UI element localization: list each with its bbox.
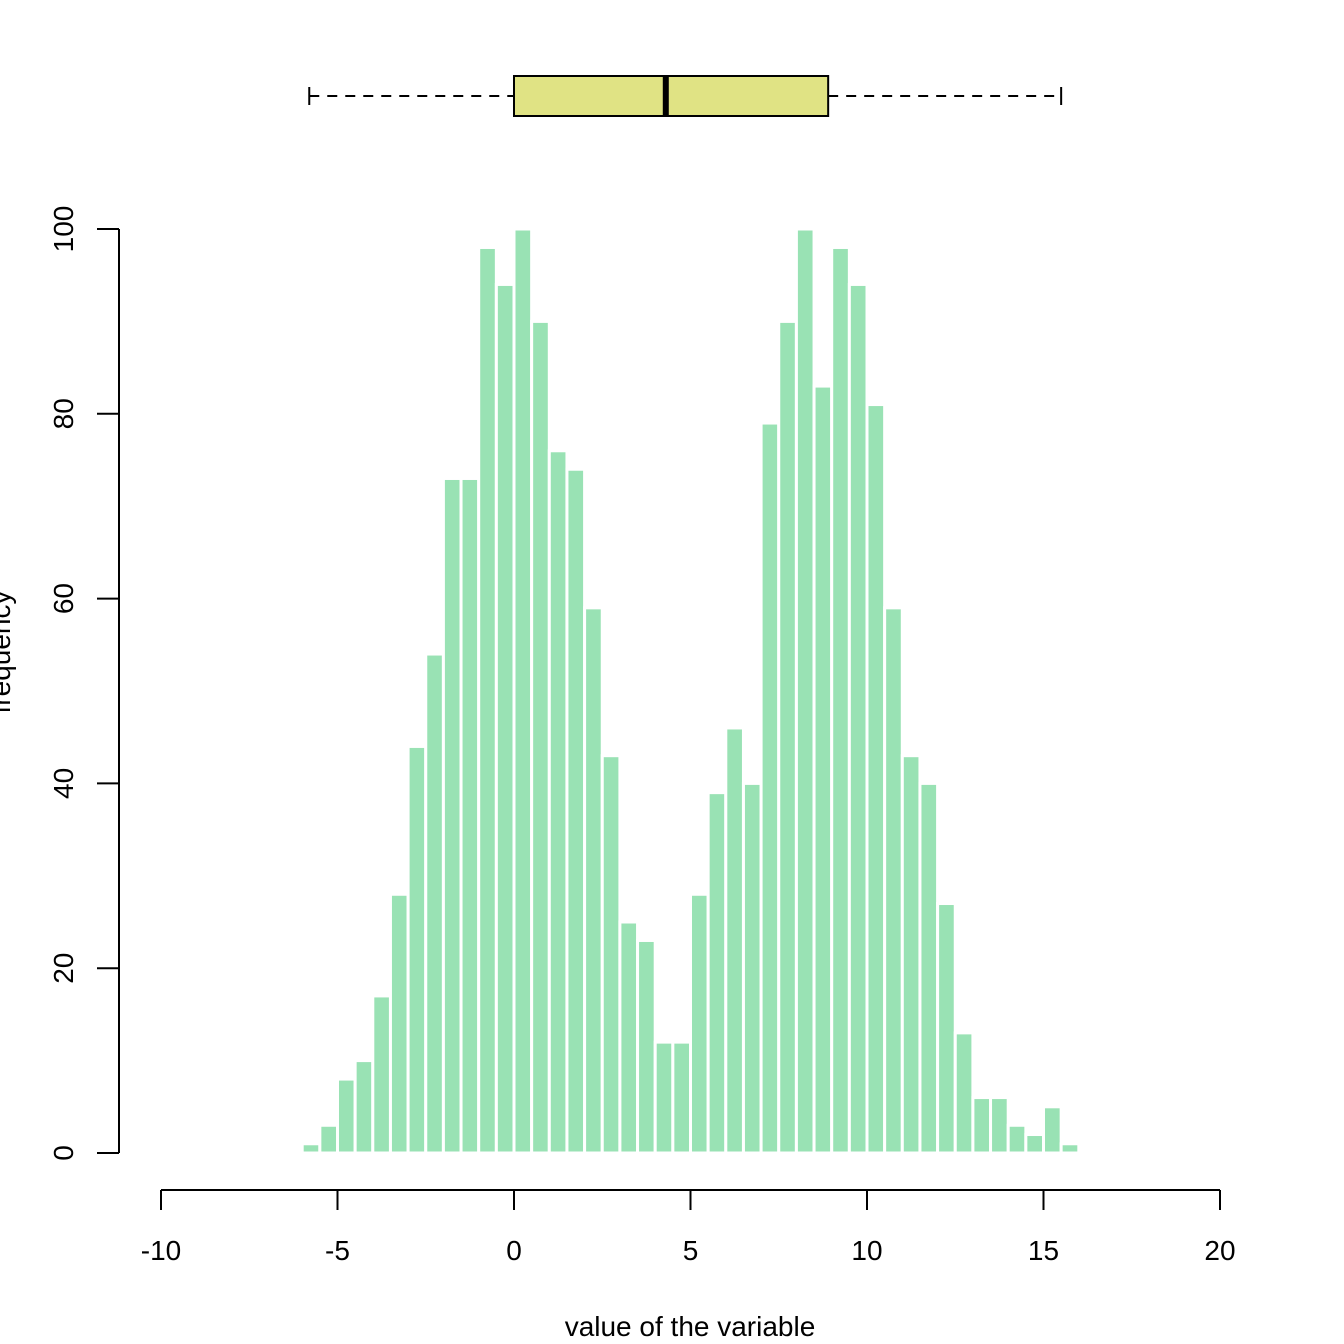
histogram-bar xyxy=(600,754,622,1155)
histogram-bar xyxy=(865,403,887,1155)
histogram-bar xyxy=(847,282,869,1155)
histogram-bar xyxy=(830,245,851,1155)
histogram-bar xyxy=(441,476,463,1155)
histogram-bar xyxy=(794,227,816,1155)
histogram-bar xyxy=(953,1031,975,1155)
histogram-bar xyxy=(406,744,428,1155)
histogram-bar xyxy=(336,1077,357,1155)
histogram-bar xyxy=(1059,1142,1081,1155)
histogram-bar xyxy=(618,920,640,1155)
histogram-bar xyxy=(547,449,569,1155)
y-tick-label: 60 xyxy=(48,583,79,614)
histogram-bar xyxy=(494,282,516,1155)
histogram-bar xyxy=(989,1096,1010,1155)
boxplot-box xyxy=(513,75,830,117)
histogram-bar xyxy=(900,754,922,1155)
histogram-bar xyxy=(689,892,710,1155)
x-tick-label: 10 xyxy=(851,1235,882,1266)
histogram-bar xyxy=(459,476,481,1155)
x-tick-label: -5 xyxy=(325,1235,350,1266)
histogram-bar xyxy=(971,1096,993,1155)
histogram-bar xyxy=(424,652,445,1155)
x-axis: -10 -5 0 5 10 15 20 xyxy=(141,1189,1236,1266)
histogram-bar xyxy=(653,1040,675,1155)
x-tick-label: 5 xyxy=(683,1235,699,1266)
boxplot xyxy=(308,75,1063,117)
x-tick-label: 20 xyxy=(1204,1235,1235,1266)
histogram-bar xyxy=(812,384,834,1155)
histogram-bar xyxy=(300,1142,322,1155)
histogram-bar xyxy=(706,791,728,1155)
histogram-bar xyxy=(318,1123,340,1155)
x-tick-label: -10 xyxy=(141,1235,181,1266)
y-tick-label: 20 xyxy=(48,953,79,984)
histogram-bar xyxy=(388,892,410,1155)
histogram-bar xyxy=(636,938,657,1155)
y-axis: 0 20 40 60 80 100 xyxy=(48,206,120,1161)
histogram-bar xyxy=(777,319,798,1155)
histogram-bar xyxy=(1024,1133,1045,1155)
y-tick-label: 80 xyxy=(48,398,79,429)
histogram-bar xyxy=(724,726,745,1155)
histogram-bar xyxy=(759,421,781,1155)
histogram-bar xyxy=(1042,1105,1063,1155)
x-tick-label: 0 xyxy=(506,1235,522,1266)
histogram-bars xyxy=(300,227,1081,1155)
histogram-bar xyxy=(671,1040,692,1155)
x-axis-title: value of the variable xyxy=(565,1311,816,1342)
histogram-bar xyxy=(1006,1123,1028,1155)
histogram-bar xyxy=(741,781,763,1155)
histogram-bar xyxy=(371,994,392,1155)
histogram-bar xyxy=(936,902,957,1155)
histogram-bar xyxy=(353,1059,375,1155)
histogram-bar xyxy=(530,319,551,1155)
x-tick-label: 15 xyxy=(1028,1235,1059,1266)
histogram-bar xyxy=(512,227,534,1155)
y-tick-label: 40 xyxy=(48,768,79,799)
histogram-bar xyxy=(477,245,498,1155)
histogram-bar xyxy=(583,606,604,1155)
y-tick-label: 100 xyxy=(48,206,79,253)
histogram-bar xyxy=(565,467,587,1155)
histogram-bar xyxy=(918,781,940,1155)
histogram-bar xyxy=(883,606,904,1155)
y-tick-label: 0 xyxy=(48,1145,79,1161)
y-axis-title: frequency xyxy=(0,591,16,714)
